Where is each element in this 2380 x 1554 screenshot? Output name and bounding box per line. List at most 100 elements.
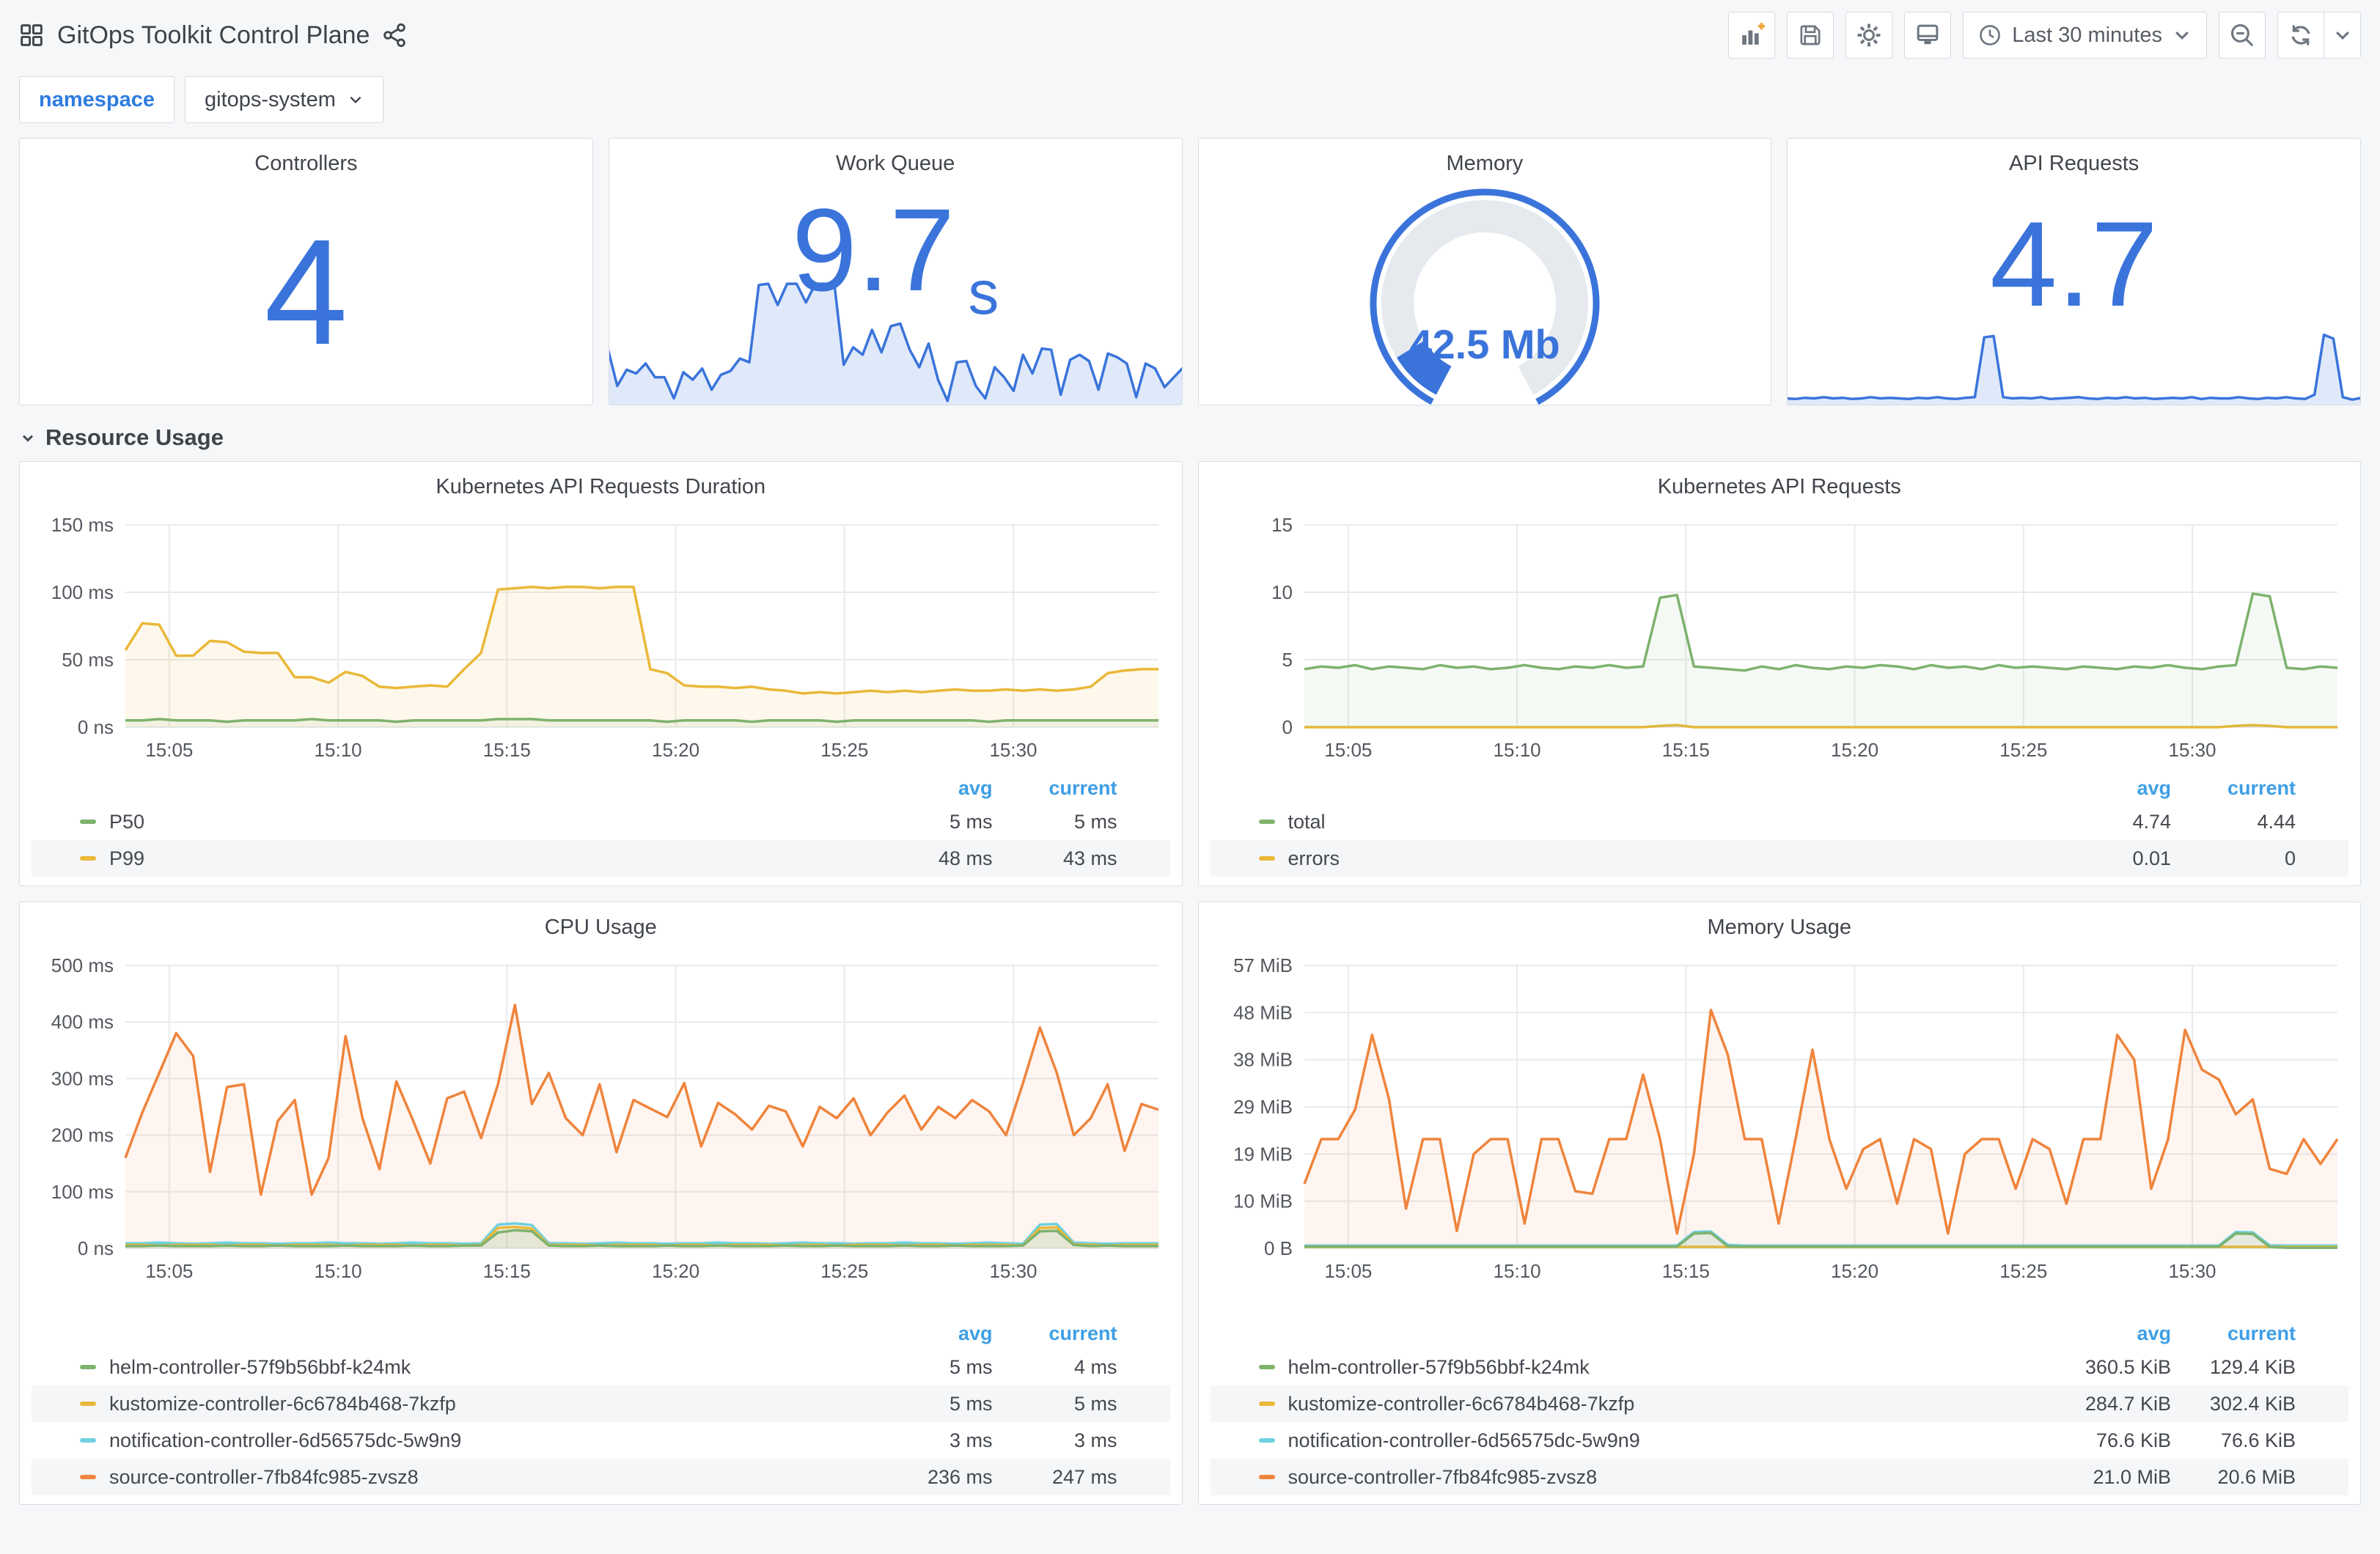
gauge-value: 42.5 Mb [1409, 321, 1560, 367]
legend-sort-current[interactable]: current [1048, 776, 1117, 799]
panel-memory-usage: Memory Usage 0 B 10 MiB 19 MiB 29 MiB 38 MiB… [1197, 902, 2361, 1505]
legend-sort-current[interactable]: current [1048, 1322, 1117, 1344]
time-range-picker[interactable]: Last 30 minutes [1963, 12, 2207, 59]
legend-sort-avg[interactable]: avg [2137, 776, 2171, 799]
svg-text:57 MiB: 57 MiB [1233, 954, 1293, 976]
legend-sort-current[interactable]: current [2227, 1322, 2296, 1344]
legend-row: P50 5 ms 5 ms [32, 803, 1170, 840]
legend-avg-value: 5 ms [949, 810, 993, 833]
legend-series-label[interactable]: total [1258, 811, 2047, 833]
legend-header: avg current [32, 773, 1170, 803]
svg-text:15:25: 15:25 [1999, 739, 2047, 761]
stat-value: 4.7 [1989, 196, 2159, 331]
settings-button[interactable] [1845, 12, 1893, 59]
legend-sort-avg[interactable]: avg [2137, 1322, 2171, 1344]
legend-header: avg current [32, 1318, 1170, 1349]
legend-current-value: 247 ms [1051, 1465, 1117, 1488]
panel-title[interactable]: API Requests [2008, 152, 2140, 175]
legend-avg-value: 21.0 MiB [2093, 1465, 2171, 1488]
chevron-down-icon [22, 435, 34, 442]
series-color-swatch [1258, 1475, 1275, 1479]
panel-kubernetes-api-requests: Kubernetes API Requests 0 5 10 15 15:05 15:10… [1197, 461, 2361, 886]
legend-table: avg current P50 5 ms 5 ms P99 48 ms 43 ms [32, 773, 1170, 877]
legend-series-label[interactable]: P50 [80, 811, 868, 833]
legend-row: P99 48 ms 43 ms [32, 840, 1170, 877]
legend-series-label[interactable]: source-controller-7fb84fc985-zvsz8 [1258, 1466, 2047, 1489]
chevron-down-icon [2175, 31, 2189, 40]
legend-series-label[interactable]: P99 [80, 847, 868, 870]
panel-title[interactable]: CPU Usage [544, 916, 657, 939]
section-resource-usage[interactable]: Resource Usage [19, 424, 2361, 451]
namespace-dropdown[interactable]: gitops-system [185, 76, 383, 123]
series-color-swatch [80, 1365, 96, 1369]
svg-text:15:20: 15:20 [1831, 739, 1878, 761]
legend-current-value: 302.4 KiB [2209, 1392, 2296, 1415]
tv-mode-button[interactable] [1904, 12, 1952, 59]
svg-text:15:05: 15:05 [1324, 1260, 1372, 1282]
svg-text:10: 10 [1271, 581, 1293, 603]
time-series-chart[interactable]: 0 ns 50 ms 100 ms 150 ms 15:05 15:10 15:15 15:2… [32, 503, 1170, 767]
legend-series-label[interactable]: source-controller-7fb84fc985-zvsz8 [80, 1466, 868, 1489]
save-button[interactable] [1787, 12, 1834, 59]
svg-text:300 ms: 300 ms [51, 1067, 114, 1089]
zoom-out-button[interactable] [2219, 12, 2266, 59]
legend-row: total 4.74 4.44 [1211, 803, 2349, 840]
legend-current-value: 3 ms [1073, 1429, 1117, 1451]
stat-panels-row: Controllers 4 Work Queue 9.7 s Memory 42.… [19, 138, 2361, 405]
panel-work-queue: Work Queue 9.7 s [608, 138, 1183, 405]
svg-text:15:20: 15:20 [1831, 1260, 1878, 1282]
panel-controllers: Controllers 4 [19, 138, 593, 405]
legend-row: helm-controller-57f9b56bbf-k24mk 5 ms 4 ms [32, 1349, 1170, 1385]
svg-text:150 ms: 150 ms [51, 514, 114, 536]
stat-unit: s [968, 258, 999, 327]
panel-title[interactable]: Memory Usage [1707, 916, 1852, 939]
legend-sort-avg[interactable]: avg [958, 1322, 993, 1344]
share-icon[interactable] [381, 22, 408, 48]
refresh-button[interactable] [2277, 12, 2324, 59]
legend-header: avg current [1211, 773, 2349, 803]
panel-title[interactable]: Kubernetes API Requests Duration [436, 475, 766, 498]
svg-text:15:10: 15:10 [1493, 1260, 1540, 1282]
panel-title[interactable]: Memory [1446, 152, 1524, 175]
legend-sort-current[interactable]: current [2227, 776, 2296, 799]
svg-text:15:10: 15:10 [315, 739, 362, 761]
legend-current-value: 129.4 KiB [2209, 1355, 2296, 1378]
legend-series-label[interactable]: helm-controller-57f9b56bbf-k24mk [1258, 1356, 2047, 1379]
time-series-chart[interactable]: 0 ns 100 ms 200 ms 300 ms 400 ms 500 ms 15:05 1… [32, 943, 1170, 1288]
tv-icon [1917, 24, 1939, 45]
svg-text:15:10: 15:10 [1493, 739, 1540, 761]
svg-text:100 ms: 100 ms [51, 581, 114, 603]
time-series-chart[interactable]: 0 5 10 15 15:05 15:10 15:15 15:20 15:25 15:30 [1211, 503, 2349, 767]
legend-series-label[interactable]: notification-controller-6d56575dc-5w9n9 [80, 1429, 868, 1452]
legend-current-value: 76.6 KiB [2220, 1429, 2296, 1451]
plus-icon [1758, 23, 1766, 30]
legend-sort-avg[interactable]: avg [958, 776, 993, 799]
legend-series-label[interactable]: errors [1258, 847, 2047, 870]
panel-title[interactable]: Controllers [254, 152, 358, 175]
series-color-swatch [1258, 1438, 1275, 1443]
time-series-chart[interactable]: 0 B 10 MiB 19 MiB 29 MiB 38 MiB 48 MiB 57 MiB 1… [1211, 943, 2349, 1288]
legend-avg-value: 3 ms [949, 1429, 993, 1451]
svg-text:15:25: 15:25 [820, 1260, 868, 1282]
series-color-swatch [80, 856, 96, 861]
legend-avg-value: 5 ms [949, 1355, 993, 1378]
legend-row: kustomize-controller-6c6784b468-7kzfp 5 m… [32, 1385, 1170, 1422]
legend-series-label[interactable]: helm-controller-57f9b56bbf-k24mk [80, 1356, 868, 1379]
panel-title[interactable]: Kubernetes API Requests [1657, 475, 1901, 498]
legend-series-label[interactable]: kustomize-controller-6c6784b468-7kzfp [80, 1393, 868, 1415]
svg-text:0: 0 [1282, 716, 1292, 738]
legend-row: helm-controller-57f9b56bbf-k24mk 360.5 Ki… [1211, 1349, 2349, 1385]
legend-series-label[interactable]: notification-controller-6d56575dc-5w9n9 [1258, 1429, 2047, 1452]
legend-current-value: 0 [2284, 847, 2296, 869]
svg-text:15:15: 15:15 [483, 1260, 531, 1282]
panel-memory: Memory 42.5 Mb [1197, 138, 1772, 405]
series-color-swatch [80, 1438, 96, 1443]
refresh-interval-button[interactable] [2324, 12, 2361, 59]
dashboard-grid-icon[interactable] [19, 23, 44, 48]
legend-table: avg current helm-controller-57f9b56bbf-k24… [32, 1318, 1170, 1495]
legend-series-label[interactable]: kustomize-controller-6c6784b468-7kzfp [1258, 1393, 2047, 1415]
panel-title[interactable]: Work Queue [835, 152, 955, 175]
legend-row: source-controller-7fb84fc985-zvsz8 21.0 M… [1210, 1459, 2348, 1495]
add-panel-button[interactable] [1728, 12, 1776, 59]
svg-text:0 ns: 0 ns [78, 1237, 114, 1259]
